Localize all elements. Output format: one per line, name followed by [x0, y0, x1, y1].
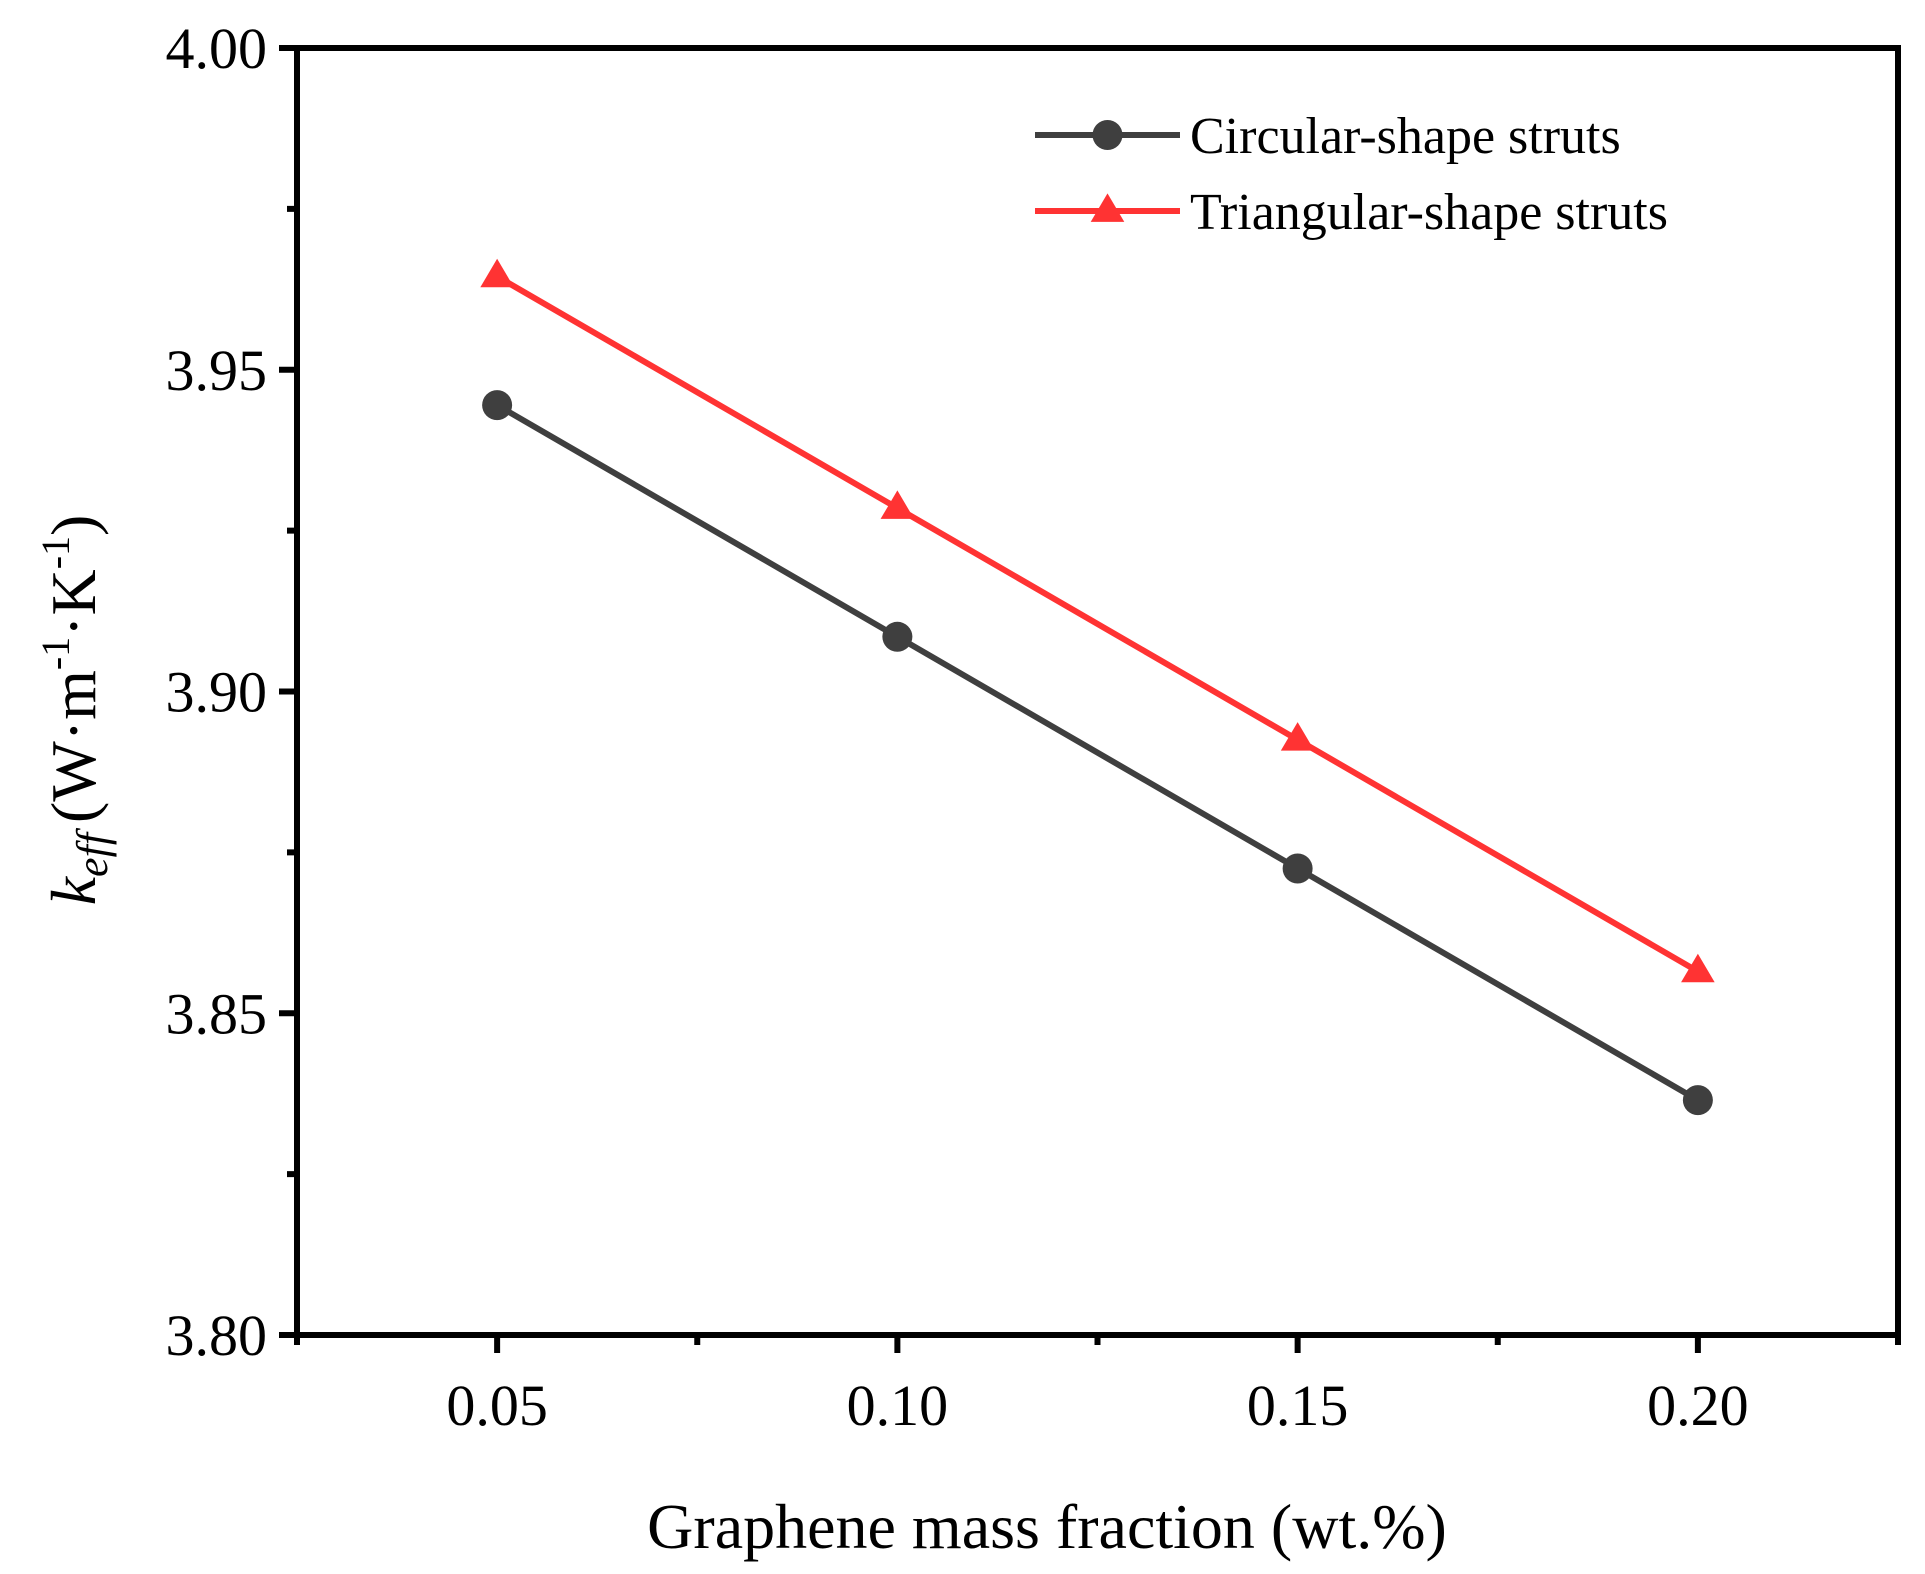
y-axis-unit-open: (W·m [38, 670, 109, 823]
series-2-point [480, 258, 514, 288]
y-tick-label: 3.90 [166, 660, 268, 725]
series-1-line [495, 402, 1700, 1103]
y-axis-symbol: k [38, 875, 109, 905]
y-axis-unit-mid: ·K [38, 569, 109, 637]
y-tick-label: 3.80 [166, 1303, 268, 1368]
series-2-point [880, 490, 915, 519]
y-tick-label: 4.00 [166, 16, 268, 81]
axes: 3.80 3.85 3.90 3.95 4.00 0.05 0.10 0.15 0.20 [166, 16, 1901, 1438]
legend-label: Circular-shape struts [1190, 108, 1621, 165]
series-layer [480, 258, 1715, 1116]
y-axis-exp2: -1 [33, 536, 78, 569]
plot-frame [294, 45, 1901, 1338]
y-tick-label: 3.85 [166, 981, 268, 1046]
legend-label: Triangular-shape struts [1190, 184, 1668, 241]
x-tick-label: 0.10 [847, 1373, 949, 1438]
y-axis-exp1: -1 [33, 637, 78, 670]
legend: Circular-shape struts Triangular-shape st… [1035, 108, 1668, 241]
legend-item: Triangular-shape struts [1035, 184, 1668, 241]
legend-swatch-marker [1090, 193, 1125, 222]
legend-swatch-marker [1092, 120, 1123, 150]
series-2-line [495, 273, 1700, 975]
y-axis-title: keff(W·m-1·K-1) [33, 515, 117, 906]
series-1-point [882, 621, 913, 652]
x-tick-label: 0.05 [446, 1373, 548, 1438]
legend-item: Circular-shape struts [1035, 108, 1621, 165]
series-1-point [482, 390, 513, 421]
y-axis-subscript: eff [68, 827, 117, 877]
series-2 [480, 258, 1715, 983]
x-axis-title: Graphene mass fraction (wt.%) [647, 1491, 1447, 1562]
series-2-point [1681, 953, 1715, 983]
x-tick-label: 0.20 [1647, 1373, 1749, 1438]
y-tick-label: 3.95 [166, 338, 268, 403]
series-2-point [1280, 722, 1315, 751]
series-1-point [1282, 853, 1313, 884]
y-axis-unit-close: ) [38, 515, 109, 536]
x-tick-label: 0.15 [1247, 1373, 1349, 1438]
series-1-point [1682, 1085, 1713, 1116]
series-1 [482, 390, 1713, 1116]
